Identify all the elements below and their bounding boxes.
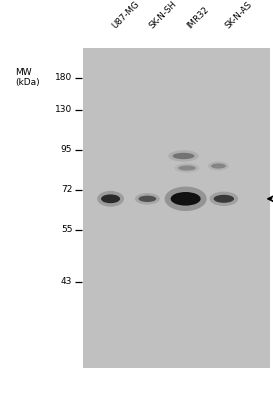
Ellipse shape bbox=[211, 163, 226, 169]
Ellipse shape bbox=[171, 192, 201, 206]
Text: 43: 43 bbox=[61, 278, 72, 286]
Bar bbox=[83, 48, 270, 368]
Ellipse shape bbox=[139, 196, 156, 202]
Text: U87-MG: U87-MG bbox=[111, 0, 141, 30]
Ellipse shape bbox=[213, 195, 234, 203]
Text: 130: 130 bbox=[55, 106, 72, 114]
Ellipse shape bbox=[168, 150, 199, 162]
Text: SK-N-SH: SK-N-SH bbox=[147, 0, 179, 30]
Text: SK-N-AS: SK-N-AS bbox=[224, 0, 254, 30]
Text: 180: 180 bbox=[55, 74, 72, 82]
Ellipse shape bbox=[208, 161, 229, 171]
Text: MW
(kDa): MW (kDa) bbox=[15, 68, 40, 87]
Ellipse shape bbox=[175, 163, 200, 173]
Ellipse shape bbox=[178, 166, 196, 170]
Text: 55: 55 bbox=[61, 226, 72, 234]
Ellipse shape bbox=[97, 191, 124, 207]
Ellipse shape bbox=[101, 194, 120, 203]
Ellipse shape bbox=[173, 153, 194, 159]
Text: 72: 72 bbox=[61, 186, 72, 194]
Ellipse shape bbox=[209, 192, 238, 206]
Text: 95: 95 bbox=[61, 146, 72, 154]
Ellipse shape bbox=[135, 193, 160, 204]
Text: IMR32: IMR32 bbox=[186, 4, 211, 30]
Ellipse shape bbox=[165, 186, 207, 211]
